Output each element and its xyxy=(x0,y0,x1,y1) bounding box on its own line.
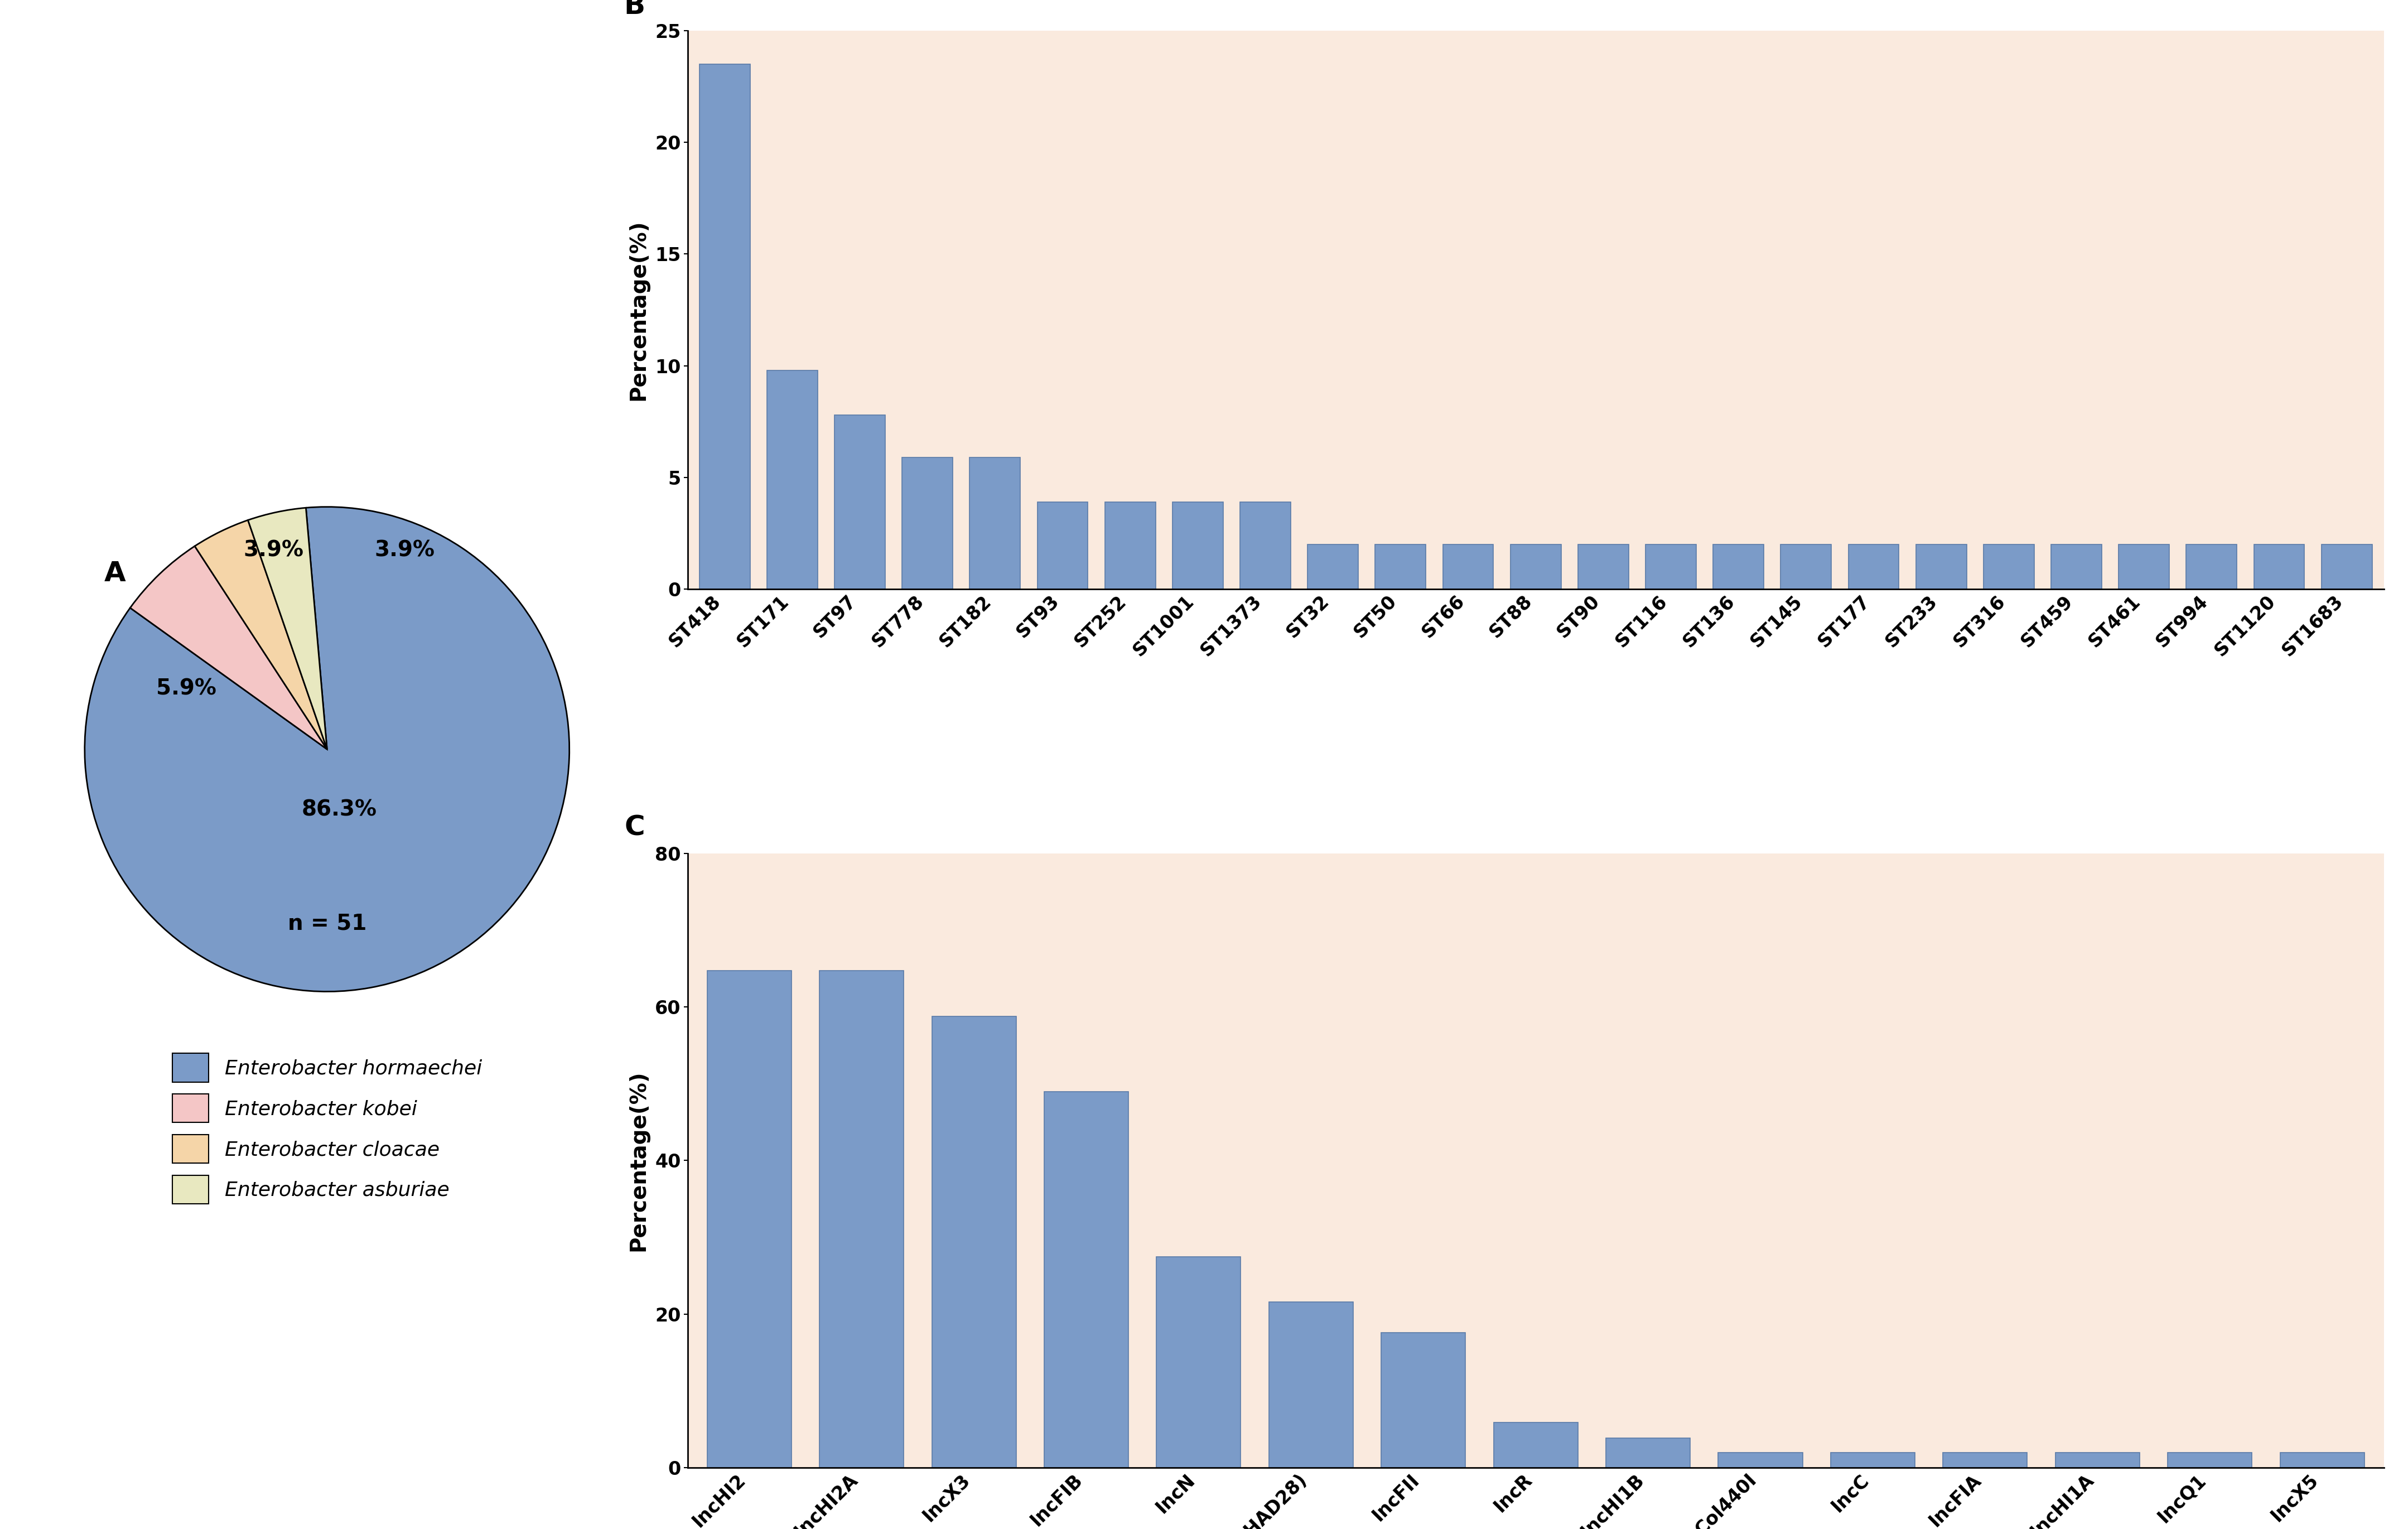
Bar xyxy=(1645,544,1695,589)
Text: 86.3%: 86.3% xyxy=(301,800,376,821)
Wedge shape xyxy=(130,546,327,749)
Bar xyxy=(2280,1453,2365,1468)
Bar xyxy=(1442,544,1493,589)
Text: 3.9%: 3.9% xyxy=(243,540,303,561)
Bar xyxy=(1984,544,2035,589)
Bar xyxy=(2052,544,2102,589)
Bar xyxy=(1382,1333,1466,1468)
Wedge shape xyxy=(84,506,568,992)
Bar xyxy=(2119,544,2170,589)
Bar xyxy=(1917,544,1967,589)
Text: 3.9%: 3.9% xyxy=(373,540,436,561)
Bar xyxy=(1308,544,1358,589)
Bar xyxy=(1240,502,1291,589)
Legend: Enterobacter hormaechei, Enterobacter kobei, Enterobacter cloacae, Enterobacter : Enterobacter hormaechei, Enterobacter ko… xyxy=(164,1046,489,1212)
Bar xyxy=(836,414,886,589)
Bar xyxy=(1493,1422,1577,1468)
Bar xyxy=(932,1017,1016,1468)
Bar xyxy=(1719,1453,1804,1468)
Wedge shape xyxy=(248,508,327,749)
Y-axis label: Percentage(%): Percentage(%) xyxy=(628,1070,648,1251)
Bar xyxy=(708,971,792,1468)
Bar xyxy=(1105,502,1156,589)
Bar xyxy=(1780,544,1832,589)
Bar xyxy=(1943,1453,2028,1468)
Bar xyxy=(1269,1301,1353,1468)
Text: A: A xyxy=(104,560,125,587)
Text: C: C xyxy=(624,815,645,841)
Bar xyxy=(970,457,1021,589)
Wedge shape xyxy=(195,520,327,749)
Text: n = 51: n = 51 xyxy=(287,913,366,934)
Text: 5.9%: 5.9% xyxy=(157,677,217,699)
Bar xyxy=(1849,544,1900,589)
Bar xyxy=(2321,544,2372,589)
Bar xyxy=(2056,1453,2141,1468)
Bar xyxy=(1156,1257,1240,1468)
Text: B: B xyxy=(624,0,645,20)
Bar xyxy=(766,370,819,589)
Bar xyxy=(1038,502,1088,589)
Bar xyxy=(1045,1092,1129,1468)
Bar xyxy=(1606,1437,1690,1468)
Bar xyxy=(698,64,749,589)
Bar xyxy=(2186,544,2237,589)
Bar xyxy=(1510,544,1560,589)
Bar xyxy=(1830,1453,1914,1468)
Bar xyxy=(1375,544,1426,589)
Bar xyxy=(819,971,903,1468)
Y-axis label: Percentage(%): Percentage(%) xyxy=(628,219,648,401)
Bar xyxy=(2167,1453,2251,1468)
Bar xyxy=(1712,544,1763,589)
Bar xyxy=(1577,544,1628,589)
Bar xyxy=(903,457,954,589)
Bar xyxy=(2254,544,2304,589)
Bar xyxy=(1173,502,1223,589)
